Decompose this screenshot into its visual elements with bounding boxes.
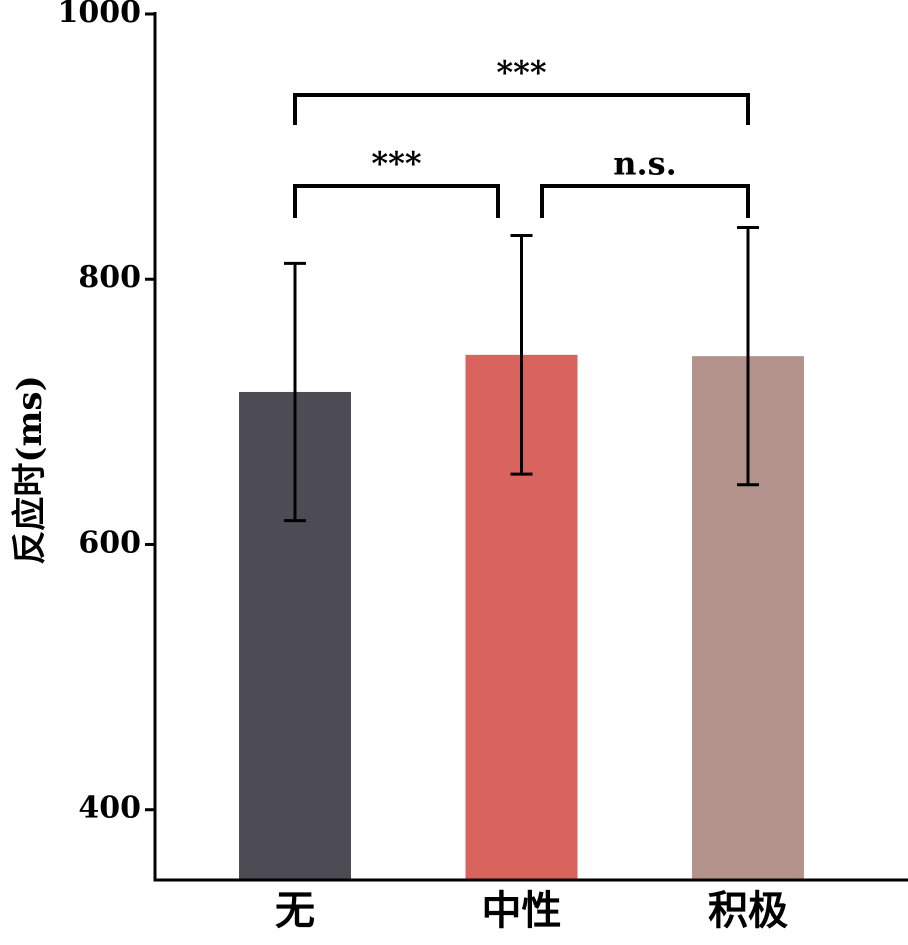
- y-axis-label: 反应时(ms): [10, 375, 50, 564]
- significance-bracket: [293, 184, 500, 218]
- y-tick-label: 600: [78, 525, 141, 560]
- y-tick-label: 1000: [58, 0, 142, 30]
- y-tick-label: 800: [78, 260, 141, 295]
- x-tick-label: 无: [275, 887, 315, 934]
- significance-label: ***: [496, 54, 546, 92]
- y-tick-label: 400: [78, 791, 141, 826]
- x-tick-label: 积极: [708, 887, 788, 934]
- x-tick-label: 中性: [482, 887, 562, 934]
- significance-bracket: [540, 184, 750, 218]
- significance-bracket: [293, 93, 750, 125]
- significance-label: ***: [371, 145, 421, 183]
- significance-label: n.s.: [613, 145, 677, 183]
